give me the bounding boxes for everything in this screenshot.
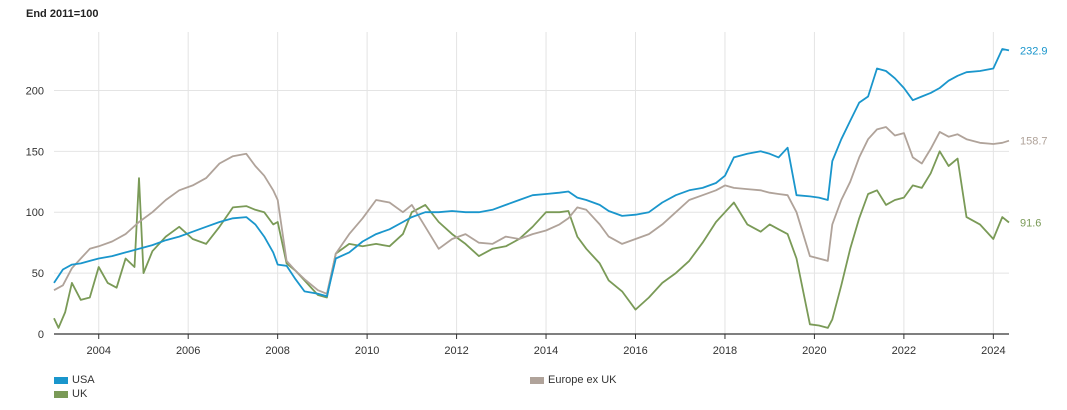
x-tick-label-2024: 2024 — [981, 345, 1005, 357]
x-tick-label-2008: 2008 — [265, 345, 289, 357]
x-tick-label-2018: 2018 — [713, 345, 737, 357]
legend-label-europe-ex-uk: Europe ex UK — [548, 374, 617, 386]
y-tick-label-0: 0 — [38, 329, 44, 341]
legend-swatch-europe-ex-uk — [530, 376, 544, 384]
y-tick-label-50: 50 — [32, 268, 44, 280]
x-tick-label-2014: 2014 — [534, 345, 558, 357]
end-label-uk: 91.6 — [1020, 217, 1041, 229]
end-label-europe-ex-uk: 158.7 — [1020, 136, 1048, 148]
legend-swatch-usa — [54, 376, 68, 384]
y-tick-label-200: 200 — [26, 85, 44, 97]
legend-item-usa: USA — [54, 374, 95, 386]
chart-title: End 2011=100 — [26, 8, 99, 20]
x-tick-label-2022: 2022 — [892, 345, 916, 357]
legend-swatch-uk — [54, 390, 68, 398]
end-label-usa: 232.9 — [1020, 45, 1048, 57]
legend-label-usa: USA — [72, 374, 95, 386]
series-line-europe-ex-uk — [53, 126, 1010, 295]
x-tick-label-2010: 2010 — [355, 345, 379, 357]
y-tick-label-150: 150 — [26, 146, 44, 158]
legend-item-europe-ex-uk: Europe ex UK — [530, 374, 616, 386]
x-tick-label-2006: 2006 — [176, 345, 200, 357]
x-tick-label-2004: 2004 — [86, 345, 110, 357]
series-line-uk — [53, 150, 1010, 329]
legend-item-uk: UK — [54, 388, 87, 400]
x-tick-label-2012: 2012 — [444, 345, 468, 357]
x-tick-label-2020: 2020 — [802, 345, 826, 357]
y-tick-label-100: 100 — [26, 207, 44, 219]
x-tick-label-2016: 2016 — [623, 345, 647, 357]
series-line-usa — [53, 48, 1010, 298]
legend-label-uk: UK — [72, 388, 88, 400]
